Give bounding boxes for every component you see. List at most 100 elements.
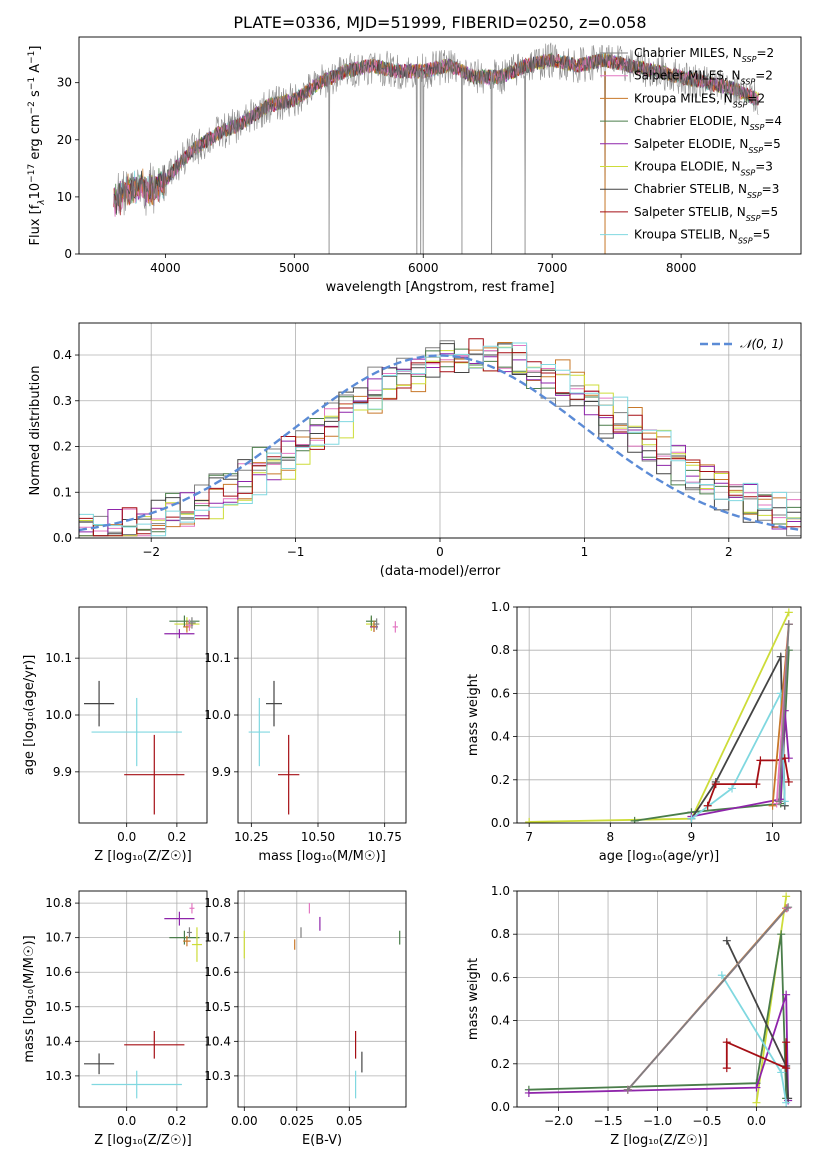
y-tick-label: 10.8 <box>45 896 72 910</box>
massweight-marker-salpeter_stelib <box>752 780 761 789</box>
y-tick-label: 0.4 <box>53 348 72 362</box>
massweight-marker-kroupa_stelib <box>777 1068 786 1077</box>
x-tick-label: 0.2 <box>167 1114 186 1128</box>
axes-massweight_vs_age: 7 8 9 10 0.0 0.2 0.4 0.6 0.8 1.0 age [log₁₀(age/yr… <box>466 600 802 864</box>
y-tick-label: 10.6 <box>45 965 72 979</box>
y-tick-label: 0.8 <box>491 927 510 941</box>
y-tick-label: 10 <box>57 190 72 204</box>
x-axis-label: age [log₁₀(age/yr)] <box>599 849 720 864</box>
x-axis-label: Z [log₁₀(Z/Z☉)] <box>94 1133 191 1148</box>
y-axis-label: Normed distribution <box>28 366 43 496</box>
y-axis-label-part: λ <box>37 199 47 205</box>
y-tick-label: 0.4 <box>491 730 510 744</box>
massweight-marker-kroupa_elodie <box>752 1098 761 1107</box>
y-tick-label: 0.1 <box>53 485 72 499</box>
x-tick-label: −1 <box>287 545 305 559</box>
legend-n-value: = <box>755 69 765 83</box>
y-tick-label: 0.0 <box>491 1100 510 1114</box>
x-tick-label: 2 <box>725 545 733 559</box>
massweight-marker-chabrier_stelib <box>776 652 785 661</box>
y-tick-label: 1.0 <box>491 600 510 614</box>
legend-n-prefix: , N <box>729 205 746 219</box>
y-tick-label: 30 <box>57 76 72 90</box>
x-tick-label: 7000 <box>537 261 568 275</box>
legend-n-count: 3 <box>765 160 773 174</box>
axes-mass_vs_z: 0.0 0.2 10.3 10.4 10.5 10.6 10.7 10.8 Z [log₁₀(Z… <box>22 890 208 1148</box>
legend-model-name: Kroupa ELODIE <box>634 160 724 174</box>
spectrum-line-chabrier_miles <box>113 42 759 254</box>
massweight-marker-salpeter_elodie <box>782 990 791 999</box>
y-tick-label: 0 <box>64 247 72 261</box>
figure-title: PLATE=0336, MJD=51999, FIBERID=0250, z=0… <box>233 13 646 32</box>
legend-model-name: Chabrier MILES <box>634 46 725 60</box>
x-tick-label: 0.0 <box>117 830 136 844</box>
legend-model-name: Salpeter STELIB <box>634 205 729 219</box>
massweight-marker-salpeter_elodie <box>524 1088 533 1097</box>
y-tick-label: 10.4 <box>204 1034 231 1048</box>
plot-area-mass_vs_z <box>84 903 202 1099</box>
x-tick-label: 10.25 <box>234 830 268 844</box>
legend-n-prefix: , N <box>733 114 750 128</box>
legend-n-value: = <box>760 205 770 219</box>
y-tick-label: 0.0 <box>53 531 72 545</box>
y-tick-label: 1.0 <box>491 884 510 898</box>
legend-model-name: Salpeter MILES <box>634 69 724 83</box>
massweight-marker-kroupa_elodie <box>782 892 791 901</box>
massweight-marker-salpeter_stelib <box>784 777 793 786</box>
legend-entry: Chabrier ELODIE, NSSP=4 <box>634 114 782 132</box>
axes-frame <box>78 606 208 824</box>
y-tick-label: 0.0 <box>491 816 510 830</box>
legend-n-value: = <box>764 114 774 128</box>
legend-entry: Chabrier MILES, NSSP=2 <box>634 46 774 64</box>
plot-area-residual_hist <box>79 338 801 537</box>
x-tick-label: 0 <box>436 545 444 559</box>
y-tick-label: 10.3 <box>45 1069 72 1083</box>
massweight-marker-salpeter_elodie <box>752 1083 761 1092</box>
massweight-marker-kroupa_elodie <box>784 608 793 617</box>
x-tick-label: −1.5 <box>593 1114 622 1128</box>
massweight-marker-chabrier_miles <box>623 1085 632 1094</box>
x-tick-label: 10 <box>765 830 780 844</box>
axes-mass_vs_ebv: 0.00 0.025 0.05 10.3 10.4 10.5 10.6 10.7 10.8 E(B… <box>204 890 407 1148</box>
legend-n-subscript: SSP <box>748 145 763 154</box>
y-axis-label-part: −1 <box>27 51 37 64</box>
legend-n-value: = <box>747 91 757 105</box>
legend-n-count: 2 <box>765 69 773 83</box>
legend-n-subscript: SSP <box>741 168 756 177</box>
y-axis-label-part: s <box>28 90 43 101</box>
normal-curve <box>79 354 799 532</box>
massweight-line-chabrier_elodie <box>528 934 788 1099</box>
massweight-marker-chabrier_elodie <box>777 930 786 939</box>
x-axis-label: (data-model)/error <box>380 564 501 579</box>
y-tick-label: 0.8 <box>491 643 510 657</box>
y-tick-label: 10.7 <box>204 931 231 945</box>
massweight-marker-salpeter_stelib <box>782 1038 791 1047</box>
y-tick-label: 9.9 <box>53 765 72 779</box>
axes-residual_hist: −2 −1 0 1 2 0.0 0.1 0.2 0.3 0.4 (data-model)/error… <box>28 322 802 579</box>
legend-n-prefix: , N <box>716 91 733 105</box>
x-tick-label: 5000 <box>279 261 310 275</box>
legend-n-count: 5 <box>763 228 771 242</box>
massweight-marker-kroupa_stelib <box>717 971 726 980</box>
x-axis-label: Z [log₁₀(Z/Z☉)] <box>94 849 191 864</box>
x-tick-label: 0.0 <box>117 1114 136 1128</box>
legend-model-name: Chabrier ELODIE <box>634 114 733 128</box>
axes-frame <box>78 322 802 539</box>
y-tick-label: 10.0 <box>204 708 231 722</box>
plot-area-mass_vs_ebv <box>243 903 401 1099</box>
legend-n-subscript: SSP <box>746 213 761 222</box>
x-axis-label: wavelength [Angstrom, rest frame] <box>326 280 555 295</box>
y-tick-label: 10.7 <box>45 931 72 945</box>
y-axis-label-part: Flux [f <box>28 204 43 245</box>
y-tick-label: 20 <box>57 133 72 147</box>
legend-n-subscript: SSP <box>733 100 748 109</box>
y-axis-label: Flux [fλ10−17 erg cm−2 s−1 A−1] <box>27 46 47 246</box>
y-tick-label: 10.8 <box>204 896 231 910</box>
spectrum-line-salpeter_miles <box>113 53 759 217</box>
massweight-marker-kroupa_stelib <box>782 1098 791 1107</box>
axes-massweight_vs_z: −2.0 −1.5 −1.0 −0.5 0.0 0.0 0.2 0.4 0.6 0.8 1.0 Z [… <box>466 884 802 1148</box>
y-tick-label: 10.4 <box>45 1034 72 1048</box>
plot-area-massweight_vs_z <box>524 892 793 1107</box>
